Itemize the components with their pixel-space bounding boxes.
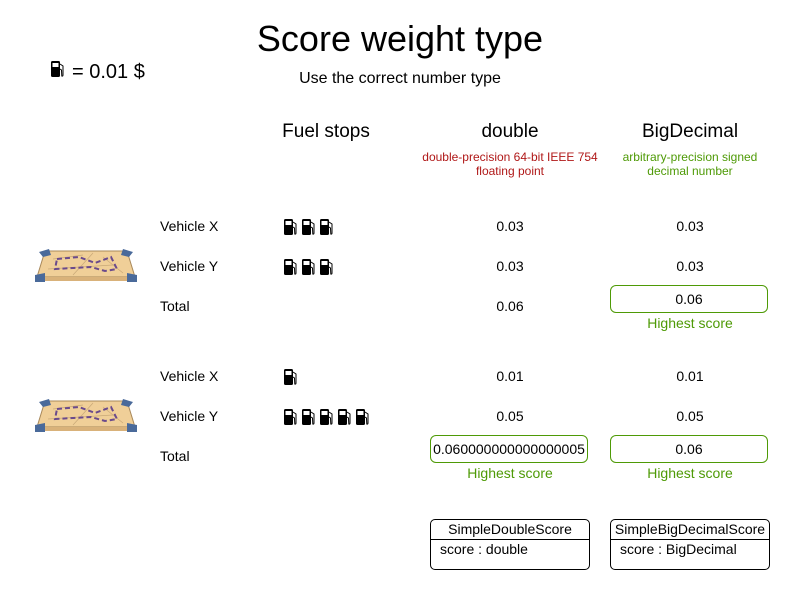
vehicle-label: Vehicle X (160, 218, 219, 234)
class-field: score : double (440, 541, 528, 557)
class-field: score : BigDecimal (620, 541, 737, 557)
vehicle-label: Vehicle Y (160, 258, 219, 274)
fuel-pump-icon (283, 218, 299, 241)
vehicle-label: Vehicle X (160, 368, 219, 384)
route-map-icon (33, 395, 139, 440)
fuel-pump-icon (50, 60, 66, 84)
fuel-pump-icon (355, 408, 371, 431)
column-header-fuel-stops: Fuel stops (282, 121, 370, 142)
double-value: 0.03 (496, 258, 524, 274)
double-value: 0.03 (496, 218, 524, 234)
fuel-pump-icon (319, 408, 335, 431)
fuel-pump-icon (337, 408, 353, 431)
legend: = 0.01 $ (50, 60, 145, 84)
desc-line: floating point (475, 164, 545, 178)
desc-line: arbitrary-precision signed (622, 150, 758, 164)
legend-text: = 0.01 $ (72, 60, 145, 83)
fuel-pump-icon (319, 258, 335, 281)
total-label: Total (160, 298, 190, 314)
class-name: SimpleBigDecimalScore (611, 520, 769, 540)
bigdecimal-total-box: 0.06 (610, 435, 768, 463)
class-name: SimpleDoubleScore (431, 520, 589, 540)
fuel-pump-icon (283, 408, 299, 431)
desc-line: decimal number (647, 164, 733, 178)
bigdecimal-value: 0.05 (676, 408, 704, 424)
route-map-icon (33, 245, 139, 290)
fuel-stops (283, 408, 371, 431)
column-header-double: double (481, 121, 539, 142)
highest-score-label: Highest score (647, 315, 733, 331)
page-title: Score weight type (256, 18, 544, 59)
double-total-box: 0.060000000000000005 (430, 435, 588, 463)
subtitle: Use the correct number type (299, 70, 501, 87)
desc-line: double-precision 64-bit IEEE 754 (422, 150, 598, 164)
bigdecimal-value: 0.03 (676, 258, 704, 274)
double-value: 0.01 (496, 368, 524, 384)
bigdecimal-value: 0.03 (676, 218, 704, 234)
fuel-pump-icon (283, 368, 299, 391)
fuel-stops (283, 258, 335, 281)
fuel-pump-icon (301, 258, 317, 281)
total-label: Total (160, 448, 190, 464)
bigdecimal-total-box: 0.06 (610, 285, 768, 313)
double-description: double-precision 64-bit IEEE 754 floatin… (422, 150, 597, 178)
fuel-pump-icon (319, 218, 335, 241)
class-box-simple-double-score: SimpleDoubleScore score : double (430, 519, 590, 570)
double-total-value: 0.06 (496, 298, 524, 314)
class-box-simple-bigdecimal-score: SimpleBigDecimalScore score : BigDecimal (610, 519, 770, 570)
highest-score-label: Highest score (647, 465, 733, 481)
vehicle-label: Vehicle Y (160, 408, 219, 424)
double-value: 0.05 (496, 408, 524, 424)
fuel-pump-icon (301, 218, 317, 241)
bigdecimal-value: 0.01 (676, 368, 704, 384)
fuel-stops (283, 218, 335, 241)
fuel-pump-icon (301, 408, 317, 431)
fuel-pump-icon (283, 258, 299, 281)
highest-score-label: Highest score (467, 465, 553, 481)
column-header-bigdecimal: BigDecimal (641, 121, 739, 142)
bigdecimal-description: arbitrary-precision signed decimal numbe… (623, 150, 758, 178)
fuel-stops (283, 368, 299, 391)
